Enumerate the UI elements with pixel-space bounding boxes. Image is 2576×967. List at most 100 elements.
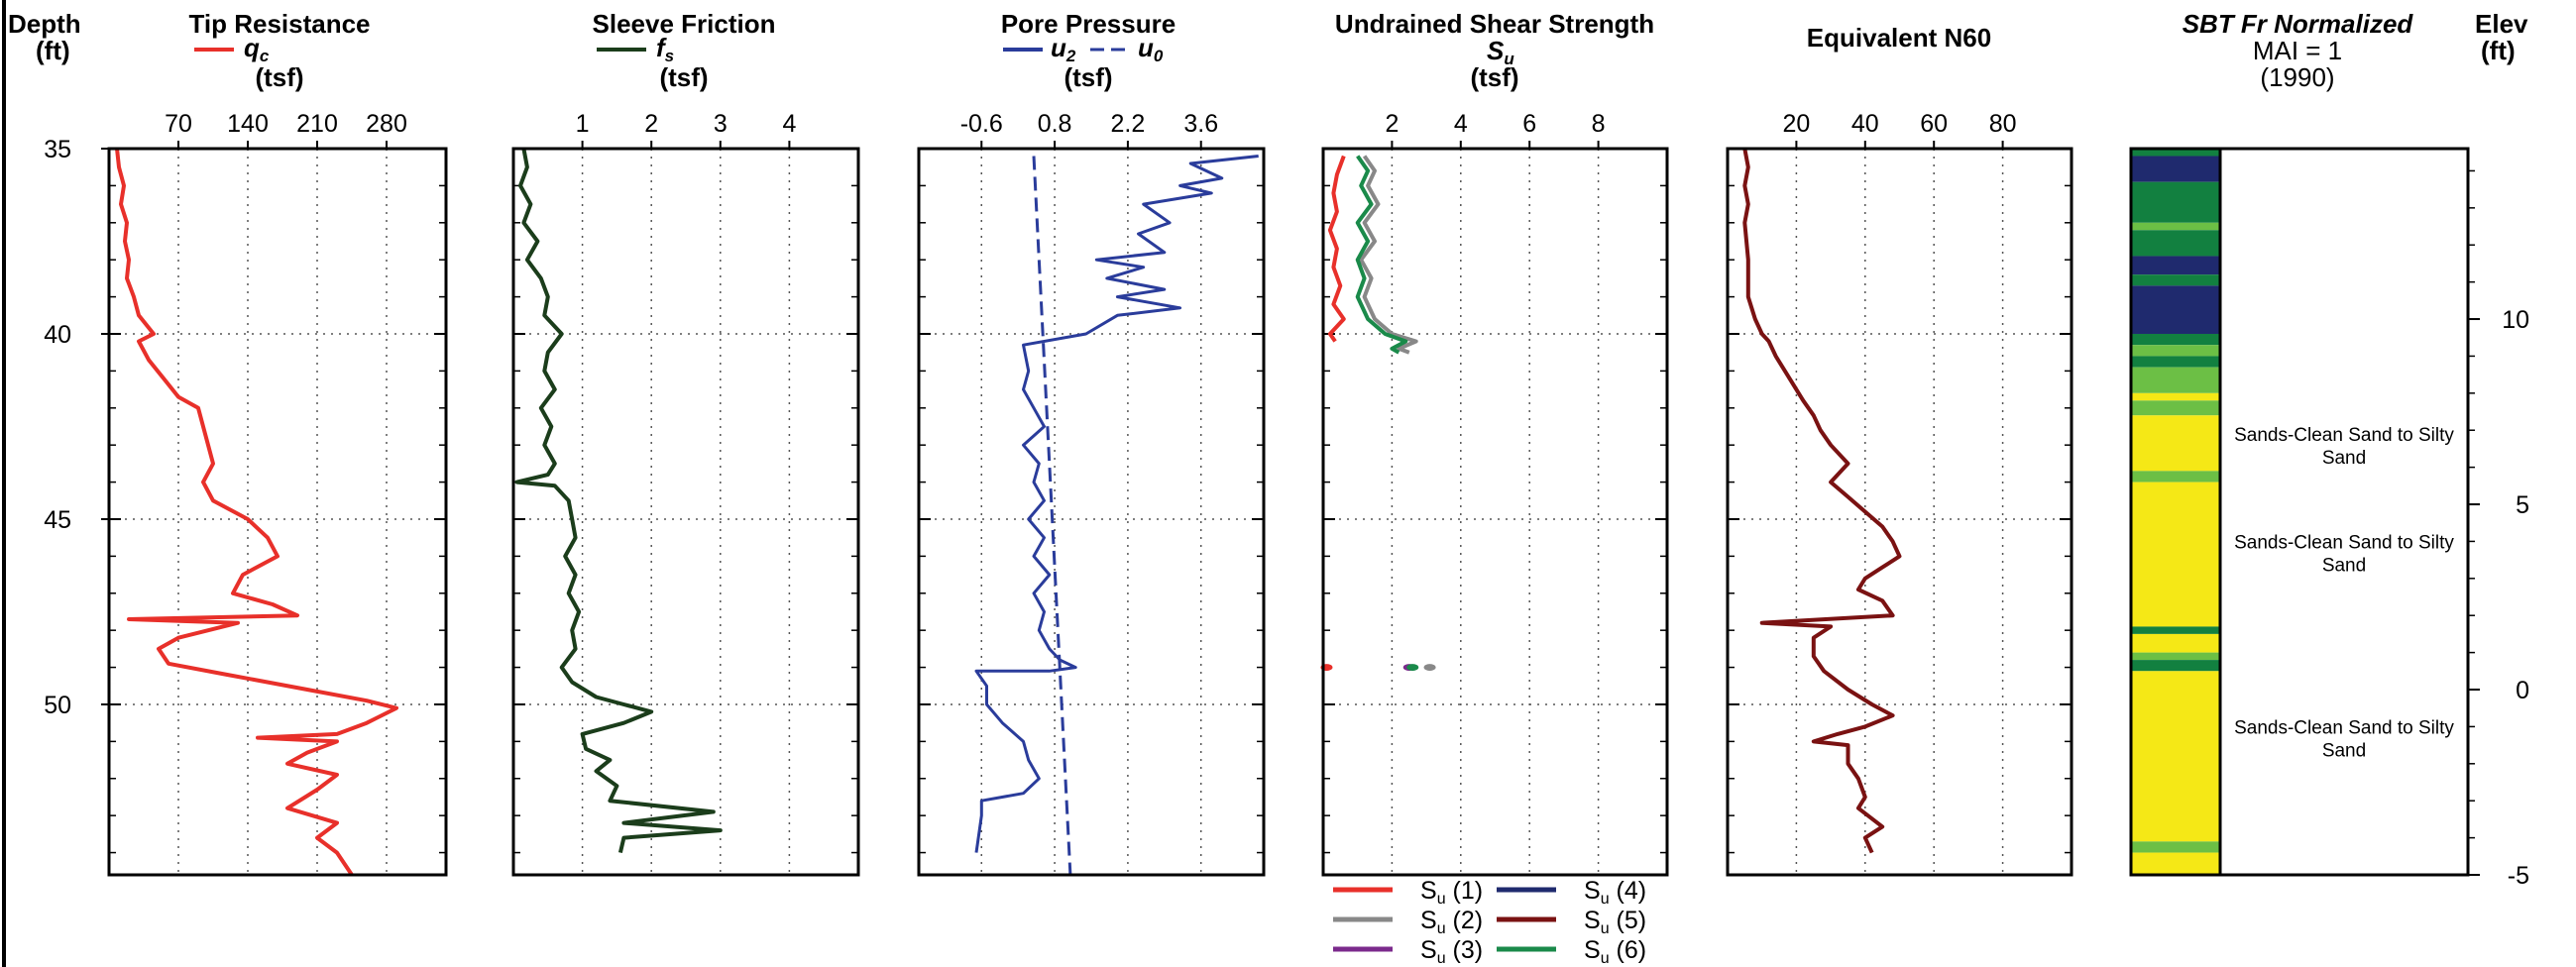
sbt-zone-label: Sands-Clean Sand to Silty	[2234, 425, 2454, 446]
equivalent-n60-panel: Equivalent N60 20 40 60 80	[1726, 23, 2073, 877]
qc-unit: (tsf)	[255, 62, 303, 92]
sbt-panel: SBT Fr Normalized MAI = 1 (1990) Sands-C…	[2129, 9, 2470, 877]
x-tick-label: 60	[1920, 110, 1948, 138]
sbt-panel-frame	[2129, 147, 2470, 877]
x-tick-label: 2	[1385, 110, 1399, 138]
su1-legend-label: Su (1)	[1420, 877, 1483, 908]
elev-tick-label: 10	[2502, 306, 2529, 334]
panel-frame	[107, 147, 448, 877]
su3-legend-label: Su (3)	[1420, 936, 1483, 967]
sbt-layer	[2131, 841, 2220, 853]
elev-axis-unit: (ft)	[2481, 36, 2516, 65]
x-tick-label: 1	[576, 110, 590, 138]
qc-series-line	[115, 148, 398, 877]
pore-pressure-panel: Pore Pressure u2 u0 (tsf) -0.6 0.8 2.2 3.6	[917, 9, 1266, 877]
sbt-zone-label-line2: Sand	[2322, 448, 2366, 469]
sleeve-friction-title: Sleeve Friction	[593, 9, 776, 39]
su1-series-line	[1327, 155, 1346, 343]
equivalent-n60-title: Equivalent N60	[1807, 23, 1991, 53]
depth-axis: 35 40 45 50	[44, 136, 109, 719]
sbt-layer	[2131, 852, 2220, 875]
x-tick-label: 140	[227, 110, 269, 138]
pore-pressure-title: Pore Pressure	[1001, 9, 1176, 39]
sbt-layer	[2131, 181, 2220, 223]
x-tick-label: 70	[165, 110, 192, 138]
sbt-layer	[2131, 230, 2220, 257]
n60-series-line	[1742, 148, 1902, 854]
sbt-layer	[2131, 400, 2220, 416]
sbt-layer	[2131, 482, 2220, 627]
su6-point	[1406, 664, 1419, 672]
sbt-zone-label: Sands-Clean Sand to Silty	[2234, 533, 2454, 554]
su6-legend-label: Su (6)	[1584, 936, 1646, 967]
sbt-layer	[2131, 274, 2220, 286]
depth-axis-title: Depth	[8, 9, 81, 39]
sbt-layer	[2131, 471, 2220, 483]
panel-frame	[1321, 147, 1669, 877]
depth-axis-unit: (ft)	[36, 36, 70, 65]
x-tick-label: 0.8	[1038, 110, 1072, 138]
su2-legend-label: Su (2)	[1420, 907, 1483, 937]
sbt-layer	[2131, 285, 2220, 334]
x-tick-label: 3	[714, 110, 728, 138]
x-tick-label: 2	[644, 110, 658, 138]
sbt-layer	[2131, 652, 2220, 661]
sleeve-friction-panel: Sleeve Friction fs (tsf) 1 2 3 4	[511, 9, 860, 877]
fs-series-line	[514, 148, 723, 854]
depth-tick-label: 45	[44, 506, 71, 534]
su6-series-line	[1355, 155, 1408, 355]
depth-tick-label: 40	[44, 321, 71, 349]
sbt-layer	[2131, 392, 2220, 401]
panel-frame	[1726, 147, 2073, 877]
panel-frame	[511, 147, 860, 877]
sbt-layer	[2131, 367, 2220, 393]
elev-tick-label: 0	[2516, 677, 2529, 704]
u2-series-line	[974, 155, 1259, 853]
sbt-zone-label-line2: Sand	[2322, 741, 2366, 762]
u2-legend-symbol: u2	[1051, 33, 1076, 65]
x-tick-label: 2.2	[1111, 110, 1146, 138]
sbt-title: SBT Fr Normalized	[2183, 9, 2414, 39]
x-tick-label: 40	[1851, 110, 1879, 138]
u0-series-line	[1032, 156, 1072, 876]
sbt-subtitle-mai: MAI = 1	[2253, 36, 2342, 65]
su2-point	[1423, 664, 1436, 672]
tip-resistance-panel: Tip Resistance qc (tsf) 70 140 210 280	[107, 9, 448, 877]
elev-tick-label: 5	[2516, 491, 2529, 519]
sbt-layer	[2131, 633, 2220, 653]
sbt-layer	[2131, 222, 2220, 231]
sbt-layer	[2131, 671, 2220, 842]
depth-tick-label: 50	[44, 692, 71, 719]
sbt-layer	[2131, 149, 2220, 157]
sbt-layer	[2131, 333, 2220, 346]
sbt-layer	[2131, 415, 2220, 472]
sbt-zone-label: Sands-Clean Sand to Silty	[2234, 718, 2454, 739]
elev-axis-title: Elev	[2475, 9, 2528, 39]
elev-tick-label: -5	[2508, 862, 2529, 890]
pore-pressure-unit: (tsf)	[1064, 62, 1112, 92]
sbt-layer	[2131, 256, 2220, 275]
x-tick-label: 80	[1989, 110, 2017, 138]
su2-series-line	[1359, 155, 1418, 355]
sbt-layer	[2131, 345, 2220, 357]
x-tick-label: 8	[1592, 110, 1606, 138]
sbt-zone-label-line2: Sand	[2322, 556, 2366, 577]
u0-legend-symbol: u0	[1138, 33, 1164, 65]
depth-tick-label: 35	[44, 136, 71, 163]
tip-resistance-title: Tip Resistance	[188, 9, 370, 39]
sbt-layer	[2131, 156, 2220, 182]
qc-legend-symbol: qc	[244, 33, 270, 65]
sbt-layer	[2131, 660, 2220, 672]
fs-unit: (tsf)	[659, 62, 708, 92]
x-tick-label: 20	[1782, 110, 1810, 138]
su5-legend-label: Su (5)	[1584, 907, 1646, 937]
x-tick-label: 3.6	[1183, 110, 1218, 138]
x-tick-label: 6	[1522, 110, 1536, 138]
su-legend: Su (1) Su (4) Su (2) Su (5) Su (3) Su (6)	[1333, 877, 1646, 967]
x-tick-label: 280	[366, 110, 407, 138]
su-unit: (tsf)	[1470, 62, 1518, 92]
su4-legend-label: Su (4)	[1584, 877, 1646, 908]
sbt-layer	[2131, 626, 2220, 634]
x-tick-label: 4	[1454, 110, 1468, 138]
su-symbol: Su	[1487, 36, 1514, 68]
